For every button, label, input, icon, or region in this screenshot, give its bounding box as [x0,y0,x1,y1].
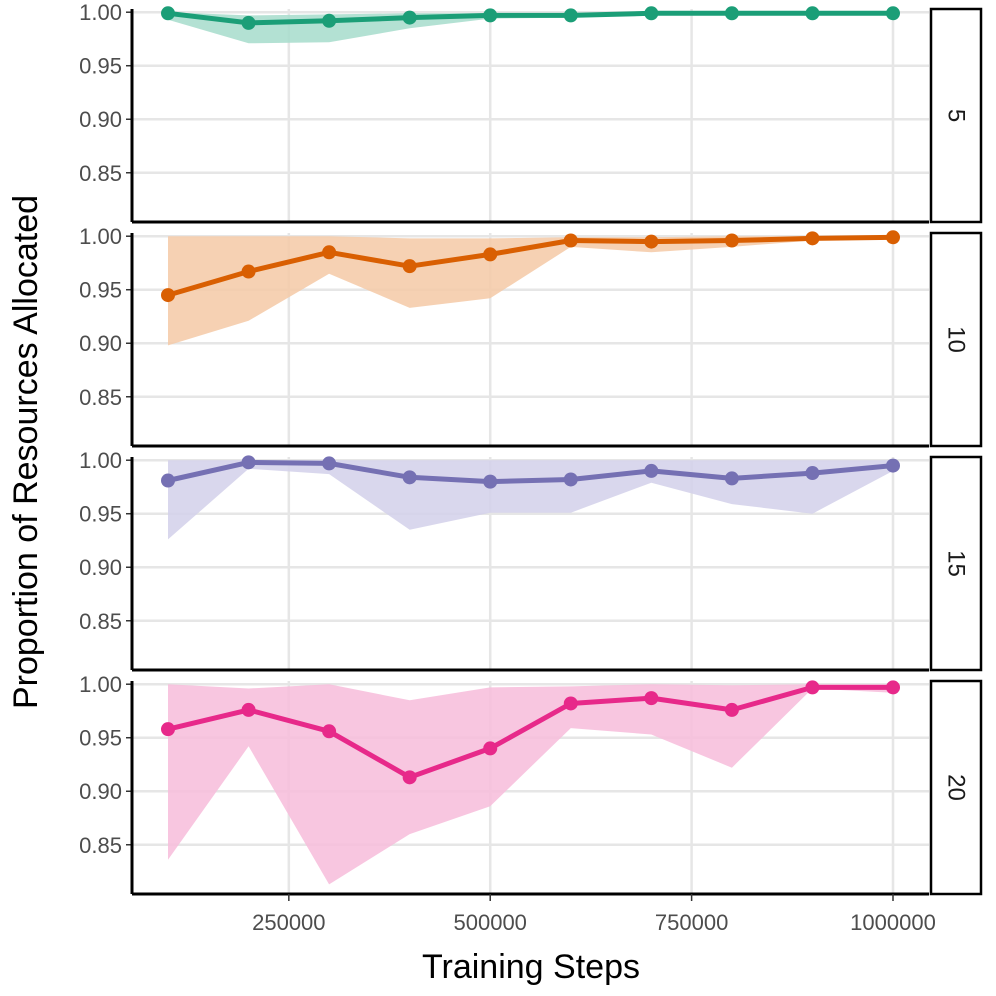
series-line-15 [165,459,896,485]
data-point [322,724,337,739]
data-point [886,230,900,245]
data-point [161,288,175,303]
x-axis: 250000 500000 750000 1000000 [132,892,936,935]
data-point [241,455,256,470]
series-line-5 [165,10,896,26]
data-point [483,247,498,262]
data-point [161,6,175,21]
y-axis-title: Proportion of Resources Allocated [7,195,45,709]
data-point [644,691,659,706]
y-tick-label: 0.85 [79,385,122,410]
data-point [805,466,820,481]
y-tick-label: 0.85 [79,833,122,858]
panel-15: 0.85 0.90 0.95 1.00 15 [79,448,983,672]
y-tick-label: 0.95 [79,726,122,751]
data-point [483,741,498,756]
data-point [322,456,337,471]
x-tick-label: 500000 [454,910,527,935]
data-point [161,722,175,737]
data-point [805,231,820,246]
y-tick-label: 1.00 [79,0,122,25]
y-tick-label: 0.95 [79,278,122,303]
data-point [322,245,337,260]
panel-10: 0.85 0.90 0.95 1.00 10 [79,224,983,448]
data-point [241,702,256,717]
data-point [805,680,820,695]
x-tick-label: 250000 [252,910,325,935]
ribbon-10 [168,236,893,346]
data-point [402,470,417,485]
x-axis-title: Training Steps [422,948,640,986]
data-point [563,472,578,487]
y-tick-label: 1.00 [79,448,122,473]
data-point [644,234,659,249]
facet-strip-label: 5 [943,109,970,122]
series-line-10 [165,234,896,298]
y-tick-label: 0.95 [79,502,122,527]
facet-strip-15 [929,455,983,672]
facet-strip-20 [929,679,983,896]
panel-20: 0.85 0.90 0.95 1.00 20 [79,672,983,896]
data-point [161,473,175,488]
data-point [563,696,578,711]
data-point [724,6,739,21]
y-tick-label: 1.00 [79,224,122,249]
y-tick-label: 0.90 [79,107,122,132]
data-point [886,6,900,21]
y-tick-label: 0.85 [79,609,122,634]
ribbon-20 [168,684,893,885]
data-point [241,15,256,30]
facet-strip-label: 10 [943,326,970,353]
data-point [563,233,578,248]
facet-strip-10 [929,231,983,448]
y-tick-label: 0.95 [79,54,122,79]
data-point [644,463,659,478]
facet-strip-5 [929,7,983,224]
data-point [402,10,417,25]
data-point [483,8,498,23]
x-tick-label: 750000 [655,910,728,935]
data-point [886,458,900,473]
y-tick-label: 0.90 [79,331,122,356]
series-line-20 [165,684,896,780]
data-point [724,471,739,486]
facet-strip-label: 15 [943,550,970,577]
x-tick-label: 1000000 [850,910,936,935]
panel-5: 0.85 0.90 0.95 1.00 5 [79,0,983,224]
y-tick-label: 0.85 [79,161,122,186]
panels: 0.850.900.951.0050.850.900.951.00100.850… [79,0,983,896]
data-point [241,264,256,279]
data-point [402,770,417,785]
y-tick-label: 0.90 [79,555,122,580]
data-point [644,6,659,21]
data-point [805,6,820,21]
data-point [886,680,900,695]
y-tick-label: 1.00 [79,672,122,697]
data-point [402,259,417,274]
data-point [724,702,739,717]
data-point [483,474,498,489]
ribbon-15 [168,460,893,540]
data-point [322,13,337,28]
facet-strip-label: 20 [943,774,970,801]
data-point [724,233,739,248]
data-point [563,8,578,23]
y-tick-label: 0.90 [79,779,122,804]
